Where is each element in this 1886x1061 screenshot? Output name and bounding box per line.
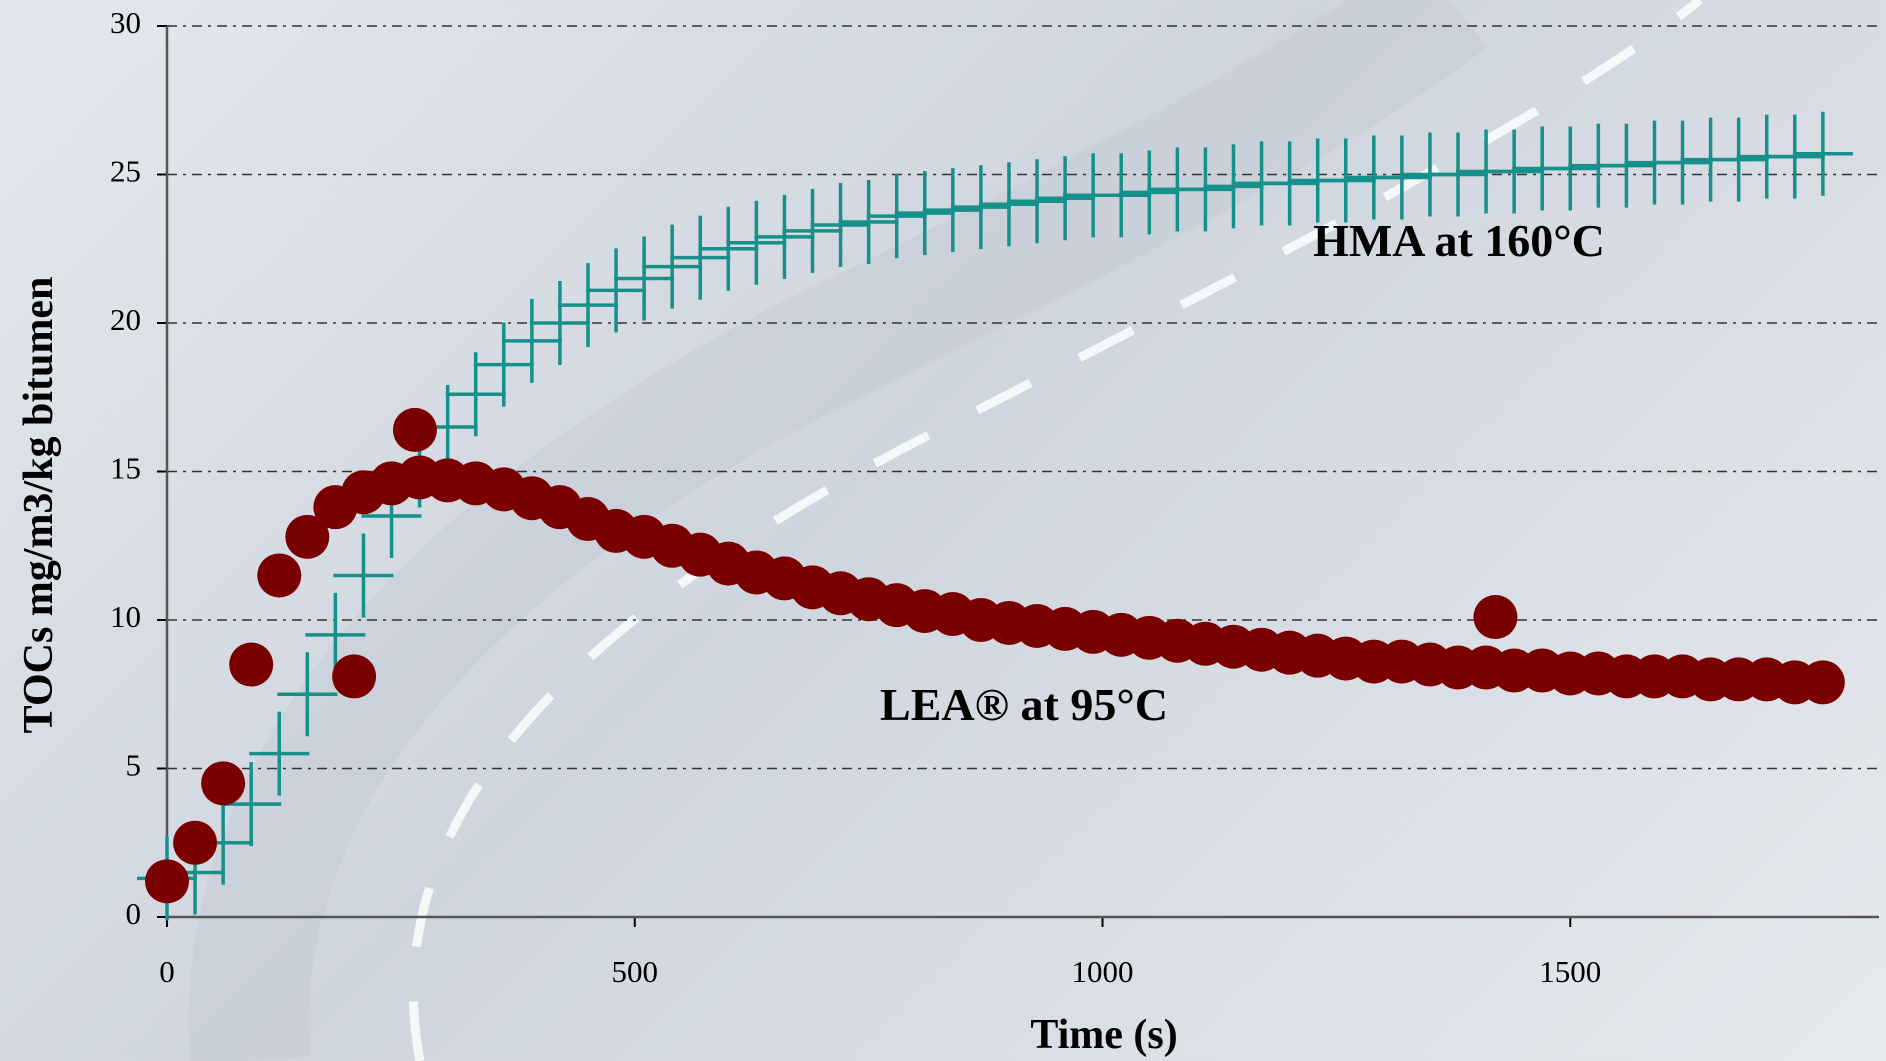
- data-point: [1259, 141, 1320, 226]
- series: [145, 407, 1845, 904]
- data-point: [257, 553, 302, 598]
- data-point: [586, 248, 647, 333]
- x-tick-label: 500: [612, 954, 659, 989]
- data-point: [1203, 144, 1264, 229]
- data-point: [1035, 156, 1096, 241]
- y-tick-label: 10: [110, 599, 141, 634]
- data-point: [1540, 126, 1601, 211]
- data-point: [1091, 153, 1152, 238]
- data-point: [392, 407, 437, 452]
- data-point: [642, 224, 703, 309]
- x-tick-label: 1500: [1539, 954, 1601, 989]
- data-point: [726, 200, 787, 285]
- data-point: [614, 236, 675, 321]
- data-point: [145, 859, 189, 904]
- data-point: [894, 171, 955, 256]
- data-point: [221, 762, 282, 847]
- annotation: HMA at 160°C: [1313, 215, 1605, 266]
- data-point: [201, 761, 246, 806]
- y-tick-label: 5: [126, 748, 142, 783]
- data-point: [333, 533, 394, 618]
- x-axis-title: Time (s): [1030, 1012, 1177, 1058]
- data-point: [501, 298, 562, 383]
- y-axis-title: TOCs mg/m3/kg bitumen: [16, 277, 62, 734]
- data-point: [782, 188, 843, 273]
- data-point: [922, 168, 983, 253]
- data-point: [1484, 129, 1545, 214]
- data-point: [277, 652, 338, 737]
- data-point: [285, 514, 330, 559]
- data-point: [1792, 111, 1853, 196]
- data-point: [1315, 138, 1376, 223]
- y-tick-label: 0: [126, 896, 142, 931]
- data-point: [1119, 150, 1180, 235]
- data-point: [754, 194, 815, 279]
- data-point: [173, 820, 218, 865]
- data-point: [698, 206, 759, 291]
- data-point: [229, 642, 274, 687]
- annotation: LEA® at 95°C: [880, 679, 1168, 730]
- data-point: [305, 592, 366, 677]
- data-point: [529, 281, 590, 365]
- data-point: [1596, 123, 1657, 208]
- data-point: [670, 215, 731, 300]
- road-marking: [408, 0, 1703, 1061]
- data-point: [1764, 114, 1825, 199]
- data-point: [1175, 147, 1236, 232]
- x-tick-label: 0: [159, 954, 175, 989]
- data-point: [473, 322, 534, 407]
- y-tick-label: 25: [110, 154, 141, 189]
- road: [188, 0, 1488, 1061]
- data-point: [1007, 159, 1068, 244]
- data-point: [1652, 120, 1713, 205]
- data-point: [810, 182, 871, 267]
- data-point: [1473, 595, 1518, 640]
- data-point: [249, 711, 310, 796]
- data-point: [838, 180, 899, 265]
- data-point: [1428, 132, 1489, 217]
- data-point: [1708, 117, 1769, 202]
- y-tick-label: 20: [110, 302, 141, 337]
- data-point: [866, 174, 927, 259]
- data-point: [332, 654, 377, 699]
- y-tick-label: 30: [110, 5, 141, 40]
- data-point: [1371, 135, 1432, 220]
- data-point: [1800, 660, 1845, 705]
- data-point: [978, 162, 1039, 247]
- y-tick-label: 15: [110, 451, 141, 486]
- data-point: [950, 165, 1011, 250]
- data-point: [557, 263, 618, 348]
- x-tick-label: 1000: [1072, 954, 1134, 989]
